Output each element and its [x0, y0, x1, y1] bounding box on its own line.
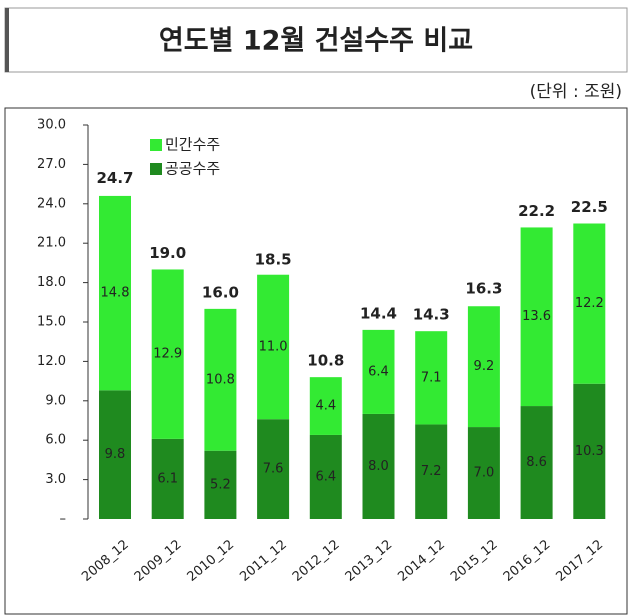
- segment-label: 12.9: [153, 347, 182, 362]
- segment-label: 8.0: [368, 459, 389, 474]
- y-tick-label: 30.0: [37, 118, 66, 133]
- bar-segment: [257, 419, 290, 519]
- y-tick-label: 15.0: [37, 315, 66, 330]
- total-label: 24.7: [96, 169, 133, 187]
- bar-segment: [99, 390, 131, 519]
- segment-label: 8.6: [526, 455, 547, 470]
- legend-label: 민간수주: [165, 136, 220, 154]
- y-tick-label: 18.0: [37, 275, 66, 290]
- bar-segment: [467, 306, 500, 428]
- segment-label: 9.2: [474, 359, 495, 374]
- title: 연도별 12월 건설수주 비교: [159, 26, 473, 57]
- y-tick-label: 12.0: [37, 354, 66, 369]
- bar-segment: [204, 450, 237, 519]
- bar-segment: [467, 427, 500, 519]
- legend-swatch: [150, 163, 162, 175]
- segment-label: 10.3: [575, 444, 604, 459]
- bar-segment: [362, 329, 395, 414]
- segment-label: 4.4: [315, 399, 336, 414]
- bar-segment: [362, 413, 395, 519]
- segment-label: 10.8: [206, 372, 235, 387]
- segment-label: 12.2: [575, 296, 604, 311]
- total-label: 22.2: [518, 202, 555, 220]
- segment-label: 9.8: [105, 447, 126, 462]
- y-tick-label: 3.0: [45, 472, 66, 487]
- total-label: 22.5: [571, 198, 608, 216]
- segment-label: 7.0: [474, 466, 495, 481]
- segment-label: 13.6: [522, 309, 551, 324]
- y-tick-label: 6.0: [45, 433, 66, 448]
- segment-label: 14.8: [101, 286, 130, 301]
- segment-label: 7.6: [263, 462, 284, 477]
- total-label: 19.0: [149, 244, 186, 262]
- bar-segment: [573, 383, 606, 519]
- bar-segment: [309, 377, 342, 435]
- legend-label: 공공수주: [165, 160, 220, 178]
- legend-swatch: [150, 139, 162, 151]
- y-tick-label: 27.0: [37, 157, 66, 172]
- total-label: 16.0: [202, 283, 239, 301]
- y-tick-label: –: [60, 512, 67, 527]
- total-label: 14.4: [360, 304, 397, 322]
- total-label: 14.3: [413, 306, 450, 324]
- segment-label: 6.4: [315, 469, 336, 484]
- segment-label: 11.0: [259, 339, 288, 354]
- y-tick-label: 9.0: [45, 393, 66, 408]
- total-label: 18.5: [255, 251, 292, 269]
- segment-label: 5.2: [210, 477, 231, 492]
- total-label: 16.3: [465, 279, 502, 297]
- bar-segment: [204, 308, 237, 451]
- bar-segment: [415, 331, 448, 425]
- title-box: [4, 7, 628, 73]
- segment-label: 6.4: [368, 364, 389, 379]
- bar-segment: [520, 406, 553, 519]
- title-accent: [5, 8, 9, 72]
- segment-label: 7.1: [421, 370, 442, 385]
- bar-segment: [151, 438, 184, 519]
- segment-label: 7.2: [421, 464, 442, 479]
- y-tick-label: 21.0: [37, 236, 66, 251]
- bar-segment: [99, 195, 131, 391]
- total-label: 10.8: [307, 352, 344, 370]
- bar-segment: [520, 227, 553, 407]
- unit: (단위 : 조원): [530, 82, 622, 102]
- y-tick-label: 24.0: [37, 196, 66, 211]
- bar-segment: [415, 424, 448, 519]
- segment-label: 6.1: [157, 471, 178, 486]
- bar-segment: [309, 434, 342, 519]
- bar-segment: [151, 269, 184, 439]
- bar-segment: [257, 274, 290, 420]
- bar-segment: [573, 223, 606, 384]
